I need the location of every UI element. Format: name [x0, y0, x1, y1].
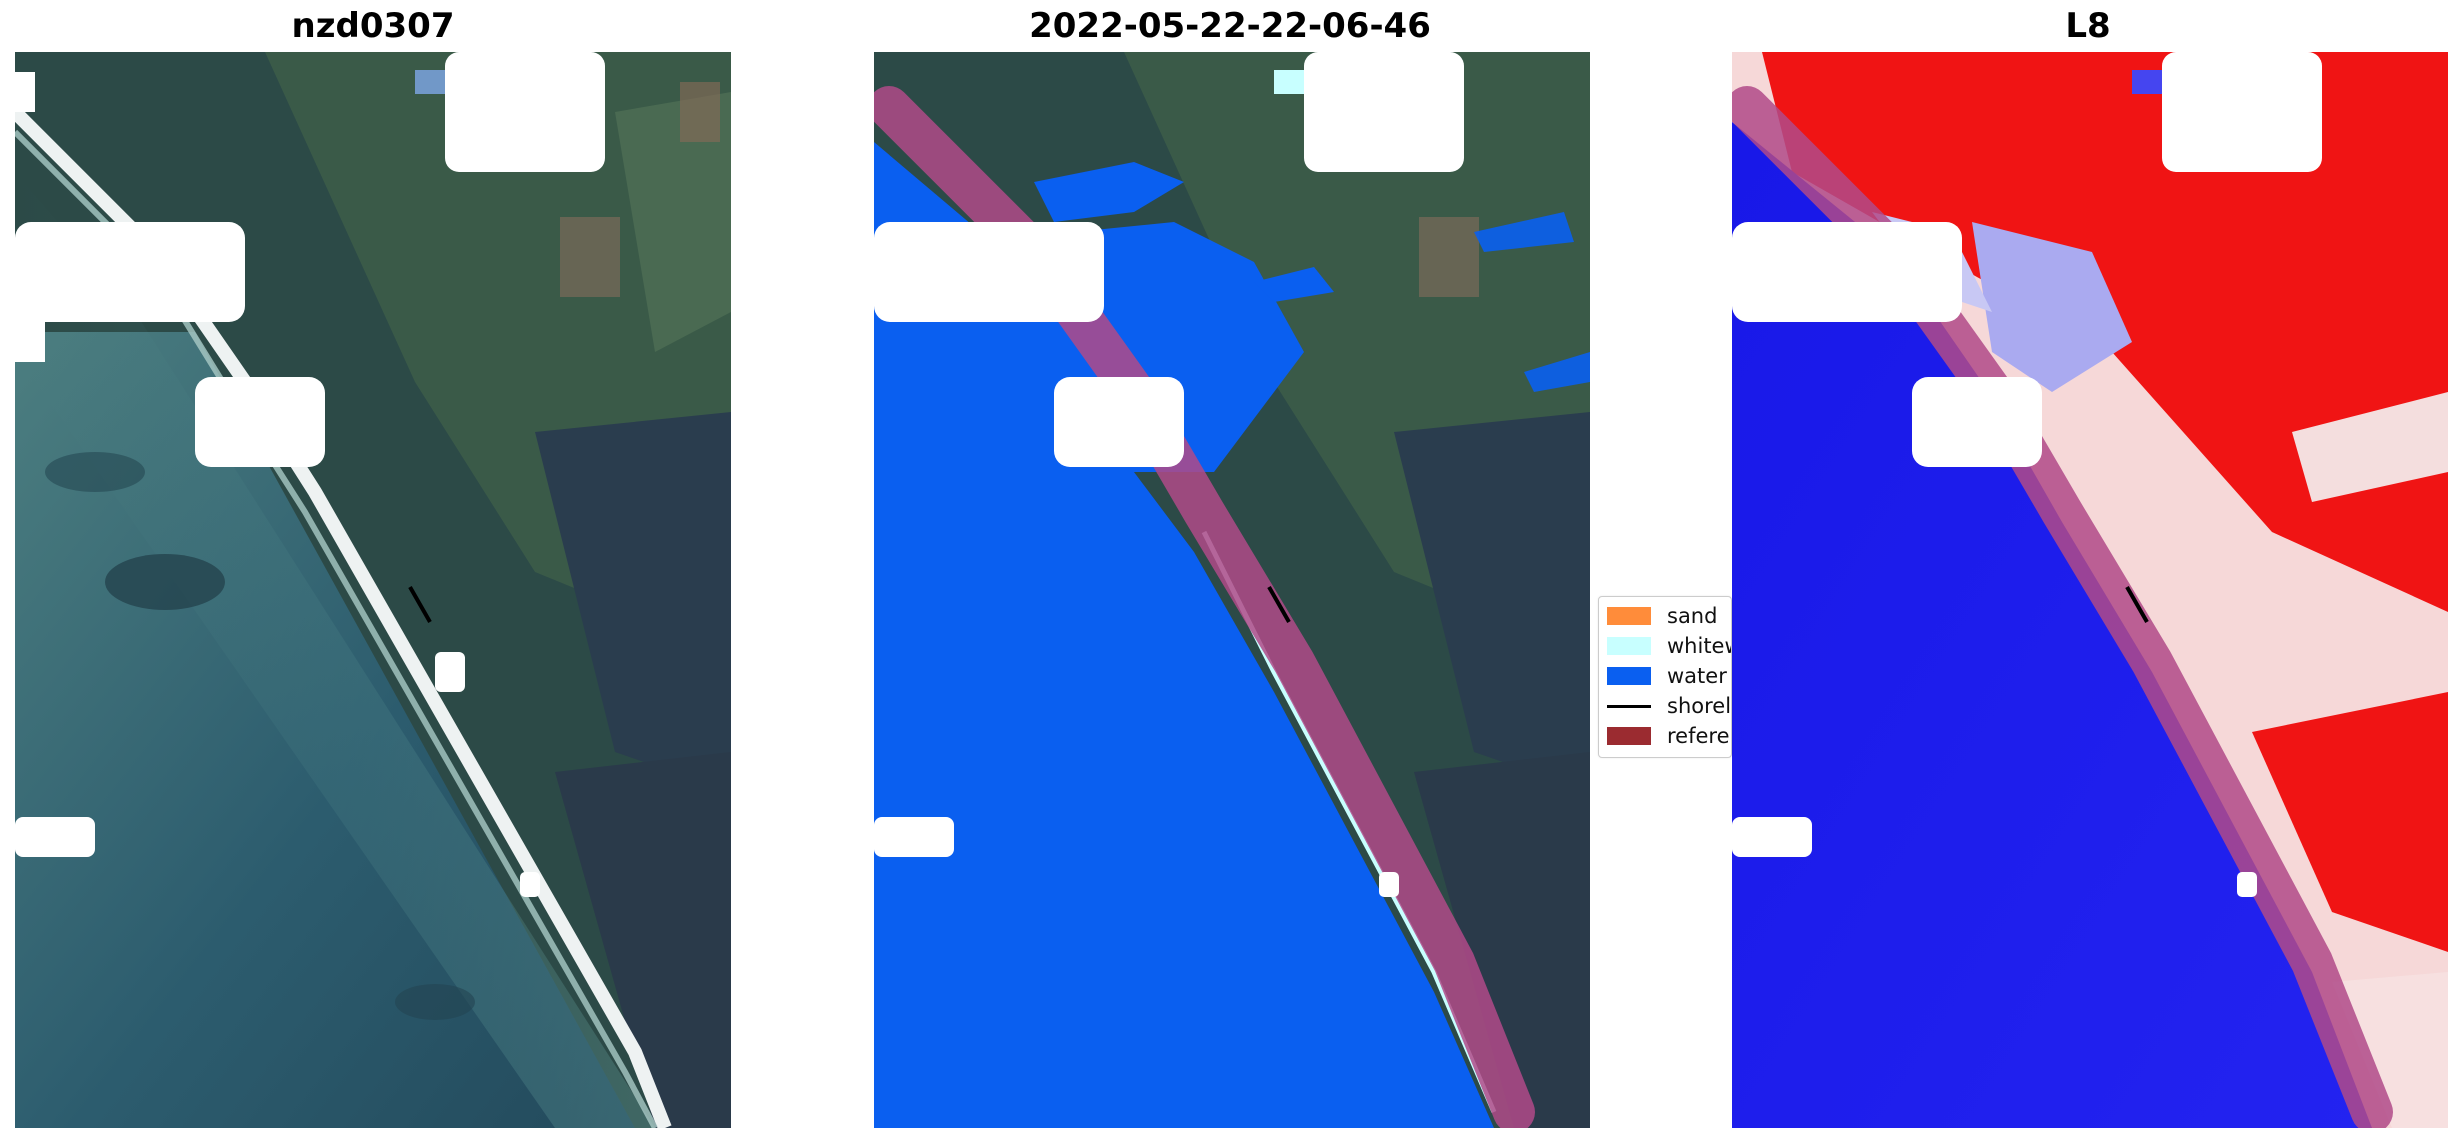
water-index-image [1732, 52, 2448, 1128]
sand-swatch [1607, 607, 1651, 625]
panel-title-index: L8 [2065, 6, 2111, 46]
legend-label: referen [1667, 724, 1731, 748]
legend-item-sand: sand [1607, 603, 1717, 629]
legend-item-shoreline: shorel [1607, 693, 1731, 719]
legend-label: water [1667, 664, 1727, 688]
legend-item-water: water [1607, 663, 1727, 689]
legend-label: shorel [1667, 694, 1732, 718]
classification-overlay-image [874, 52, 1590, 1128]
panel-title-classified: 2022-05-22-22-06-46 [1029, 6, 1431, 46]
shoreline-line-swatch [1607, 704, 1651, 708]
reference-swatch [1607, 727, 1651, 745]
rgb-satellite-image [15, 52, 731, 1128]
whitewater-swatch [1607, 637, 1651, 655]
legend-item-reference: referen [1607, 723, 1731, 749]
panel-title-rgb: nzd0307 [291, 6, 455, 46]
water-swatch [1607, 667, 1651, 685]
legend-label: sand [1667, 604, 1718, 628]
